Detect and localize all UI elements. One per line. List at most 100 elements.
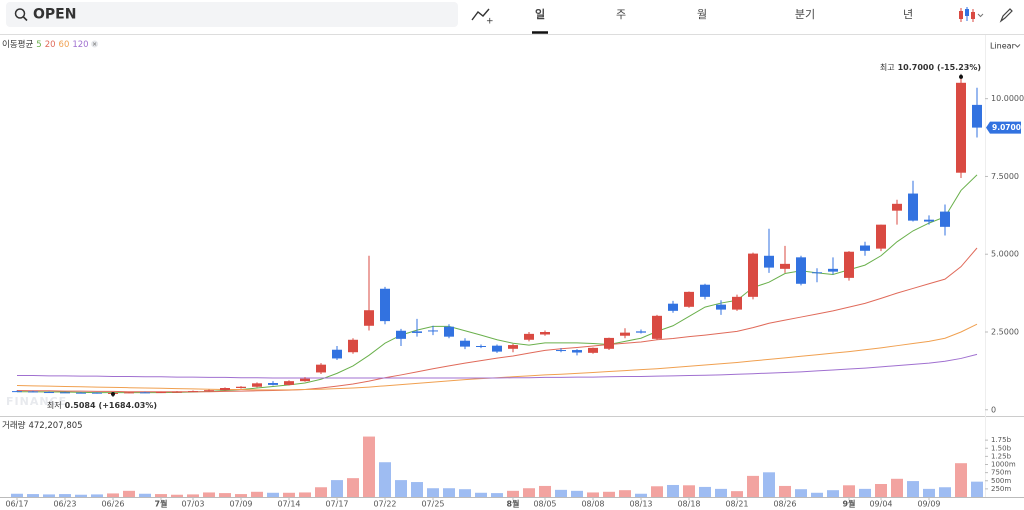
candle-body [60, 392, 70, 394]
volume-bar [491, 493, 503, 497]
x-tick-label: 8월 [507, 499, 520, 509]
candle-body [684, 291, 694, 307]
ma-legend-item[interactable]: 60 [59, 40, 70, 50]
period-tab[interactable]: 일 [535, 7, 545, 21]
volume-bar [11, 493, 23, 497]
search-icon [22, 16, 28, 22]
ma-legend-item[interactable]: 120 [72, 40, 88, 50]
candle-body [572, 350, 582, 353]
x-tick-label: 08/05 [533, 500, 556, 509]
candle-body [620, 332, 630, 336]
volume-bar [827, 490, 839, 497]
volume-header-value: 472,207,805 [28, 421, 82, 431]
ma-legend-item[interactable]: 20 [45, 40, 56, 50]
scale-chevron[interactable] [1014, 44, 1021, 48]
annotation-change: (-15.23%) [937, 62, 981, 71]
candle-body [460, 340, 470, 347]
annotation-dot [959, 74, 963, 79]
candle-body [316, 364, 326, 373]
volume-tick-label: 1.50b [991, 444, 1012, 452]
volume-bar [379, 462, 391, 497]
volume-bar [715, 488, 727, 497]
candle-body [124, 392, 134, 394]
candle-body [492, 345, 502, 352]
candle-body [252, 383, 262, 387]
volume-bar [859, 488, 871, 497]
x-tick-label: 09/04 [869, 500, 892, 509]
volume-bar [731, 491, 743, 497]
x-tick-label: 9월 [843, 499, 856, 509]
candle-body [268, 383, 278, 385]
x-tick-label: 08/21 [725, 500, 748, 509]
period-tab[interactable]: 분기 [795, 8, 815, 21]
candle-body [940, 211, 950, 227]
volume-bar [555, 489, 567, 497]
candle-body [76, 392, 86, 394]
volume-bar [267, 492, 279, 497]
x-tick-label: 07/22 [373, 500, 396, 509]
volume-bar [203, 492, 215, 497]
candle-body [780, 263, 790, 269]
volume-bar [955, 463, 967, 497]
volume-bar [459, 489, 471, 497]
x-tick-label: 07/14 [277, 500, 300, 509]
moving-average-line [17, 174, 978, 394]
annotation-label: 최고 [880, 61, 895, 71]
candle-body [812, 272, 822, 274]
candle-body [92, 392, 102, 394]
annotation-dot [111, 391, 115, 396]
volume-bar [683, 485, 695, 497]
candle-body [524, 333, 534, 340]
volume-bar [315, 487, 327, 497]
annotation-change: (+1684.03%) [99, 400, 157, 409]
period-tab[interactable]: 월 [697, 8, 707, 21]
candle-body [828, 268, 838, 272]
volume-bar [59, 494, 71, 497]
annotation-value: 0.5084 [65, 400, 96, 409]
candle-body [700, 284, 710, 297]
scale-select[interactable]: Linear [990, 42, 1016, 51]
indicator-icon[interactable] [471, 8, 490, 21]
search-icon [14, 8, 26, 19]
volume-bar [571, 490, 583, 497]
draw-icon[interactable] [999, 8, 1013, 23]
volume-bar [507, 490, 519, 497]
candle-body [764, 255, 774, 268]
ma-legend: 이동평균 5 20 60 120 [2, 39, 89, 50]
volume-bar [939, 487, 951, 497]
candle-body [540, 332, 550, 335]
x-tick-label: 06/26 [101, 500, 124, 509]
search-box[interactable] [6, 2, 458, 27]
volume-bar [475, 492, 487, 497]
candle-body [668, 303, 678, 311]
volume-bar [139, 493, 151, 497]
candle-body [300, 378, 310, 382]
volume-bar [91, 494, 103, 497]
volume-bar [443, 488, 455, 497]
volume-bar [155, 494, 167, 497]
candle-body [236, 386, 246, 388]
volume-bar [395, 480, 407, 497]
volume-bar [235, 494, 247, 497]
volume-tick-label: 1.25b [991, 452, 1012, 460]
candle-body [140, 392, 150, 394]
ma-legend-close[interactable] [92, 42, 97, 46]
volume-tick-label: 500m [991, 477, 1011, 485]
candle-body [604, 337, 614, 349]
x-tick-label: 07/03 [181, 500, 204, 509]
candle-body [732, 296, 742, 310]
x-tick-label: 07/25 [421, 500, 444, 509]
indicator-icon[interactable]: + [486, 17, 494, 27]
candle-body [796, 257, 806, 284]
candle-body [652, 315, 662, 339]
volume-bar [923, 488, 935, 497]
ma-legend-item[interactable]: 5 [36, 40, 41, 50]
candle-body [636, 331, 646, 333]
search-text[interactable]: OPEN [33, 7, 76, 23]
volume-bar [331, 480, 343, 497]
y-tick-label: 10.0000 [991, 94, 1024, 103]
period-tab[interactable]: 년 [903, 8, 913, 21]
candle-body [172, 391, 182, 393]
period-tab[interactable]: 주 [616, 8, 626, 21]
chart-type-icon[interactable] [959, 7, 984, 22]
